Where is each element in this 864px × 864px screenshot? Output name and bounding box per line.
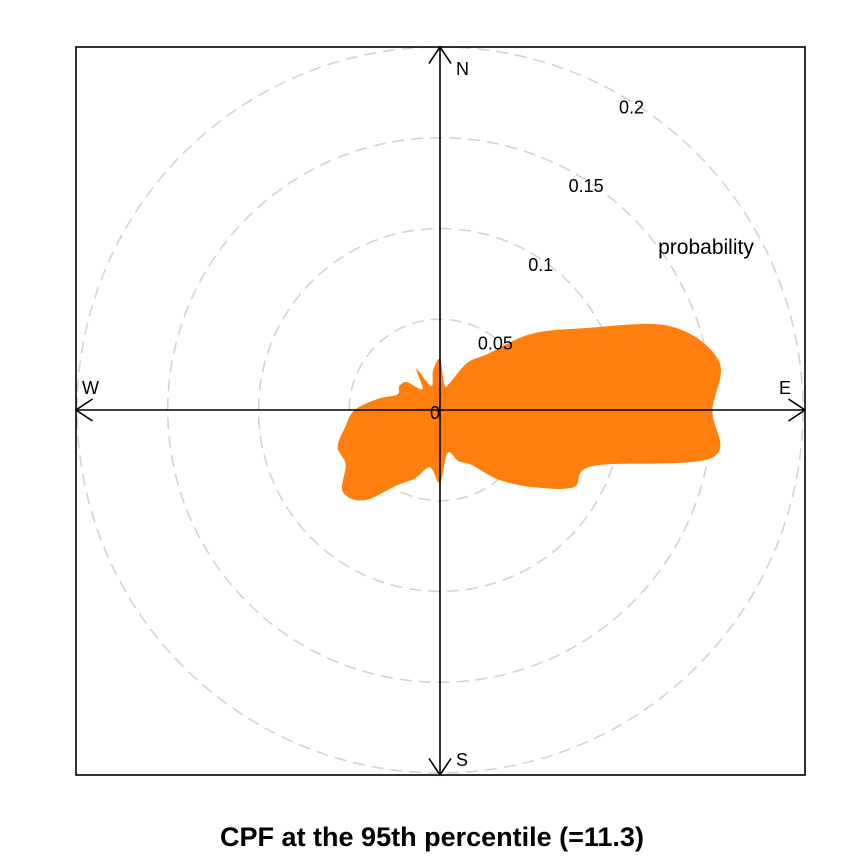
label-layer: N S E W 0 0.05 0.1 0.15 0.2 probability CPF at the…: [82, 59, 791, 852]
radial-tick-label-2: 0.1: [528, 255, 553, 275]
direction-label-north: N: [456, 59, 469, 79]
north-arrowhead: [428, 45, 452, 64]
south-arrowhead: [428, 758, 452, 777]
radial-tick-label-0: 0: [430, 403, 440, 423]
radial-tick-label-3: 0.15: [569, 176, 604, 196]
direction-label-east: E: [779, 378, 791, 398]
series-layer: [337, 324, 721, 501]
axis-layer: [74, 45, 807, 777]
radial-tick-label-4: 0.2: [619, 98, 644, 118]
direction-label-west: W: [82, 378, 99, 398]
east-arrowhead: [788, 398, 807, 422]
chart-title: CPF at the 95th percentile (=11.3): [220, 822, 644, 852]
radial-tick-label-1: 0.05: [478, 333, 513, 353]
radial-axis-label: probability: [658, 236, 754, 259]
series-area-0: [337, 324, 721, 501]
direction-label-south: S: [456, 750, 468, 770]
west-arrowhead: [74, 398, 93, 422]
